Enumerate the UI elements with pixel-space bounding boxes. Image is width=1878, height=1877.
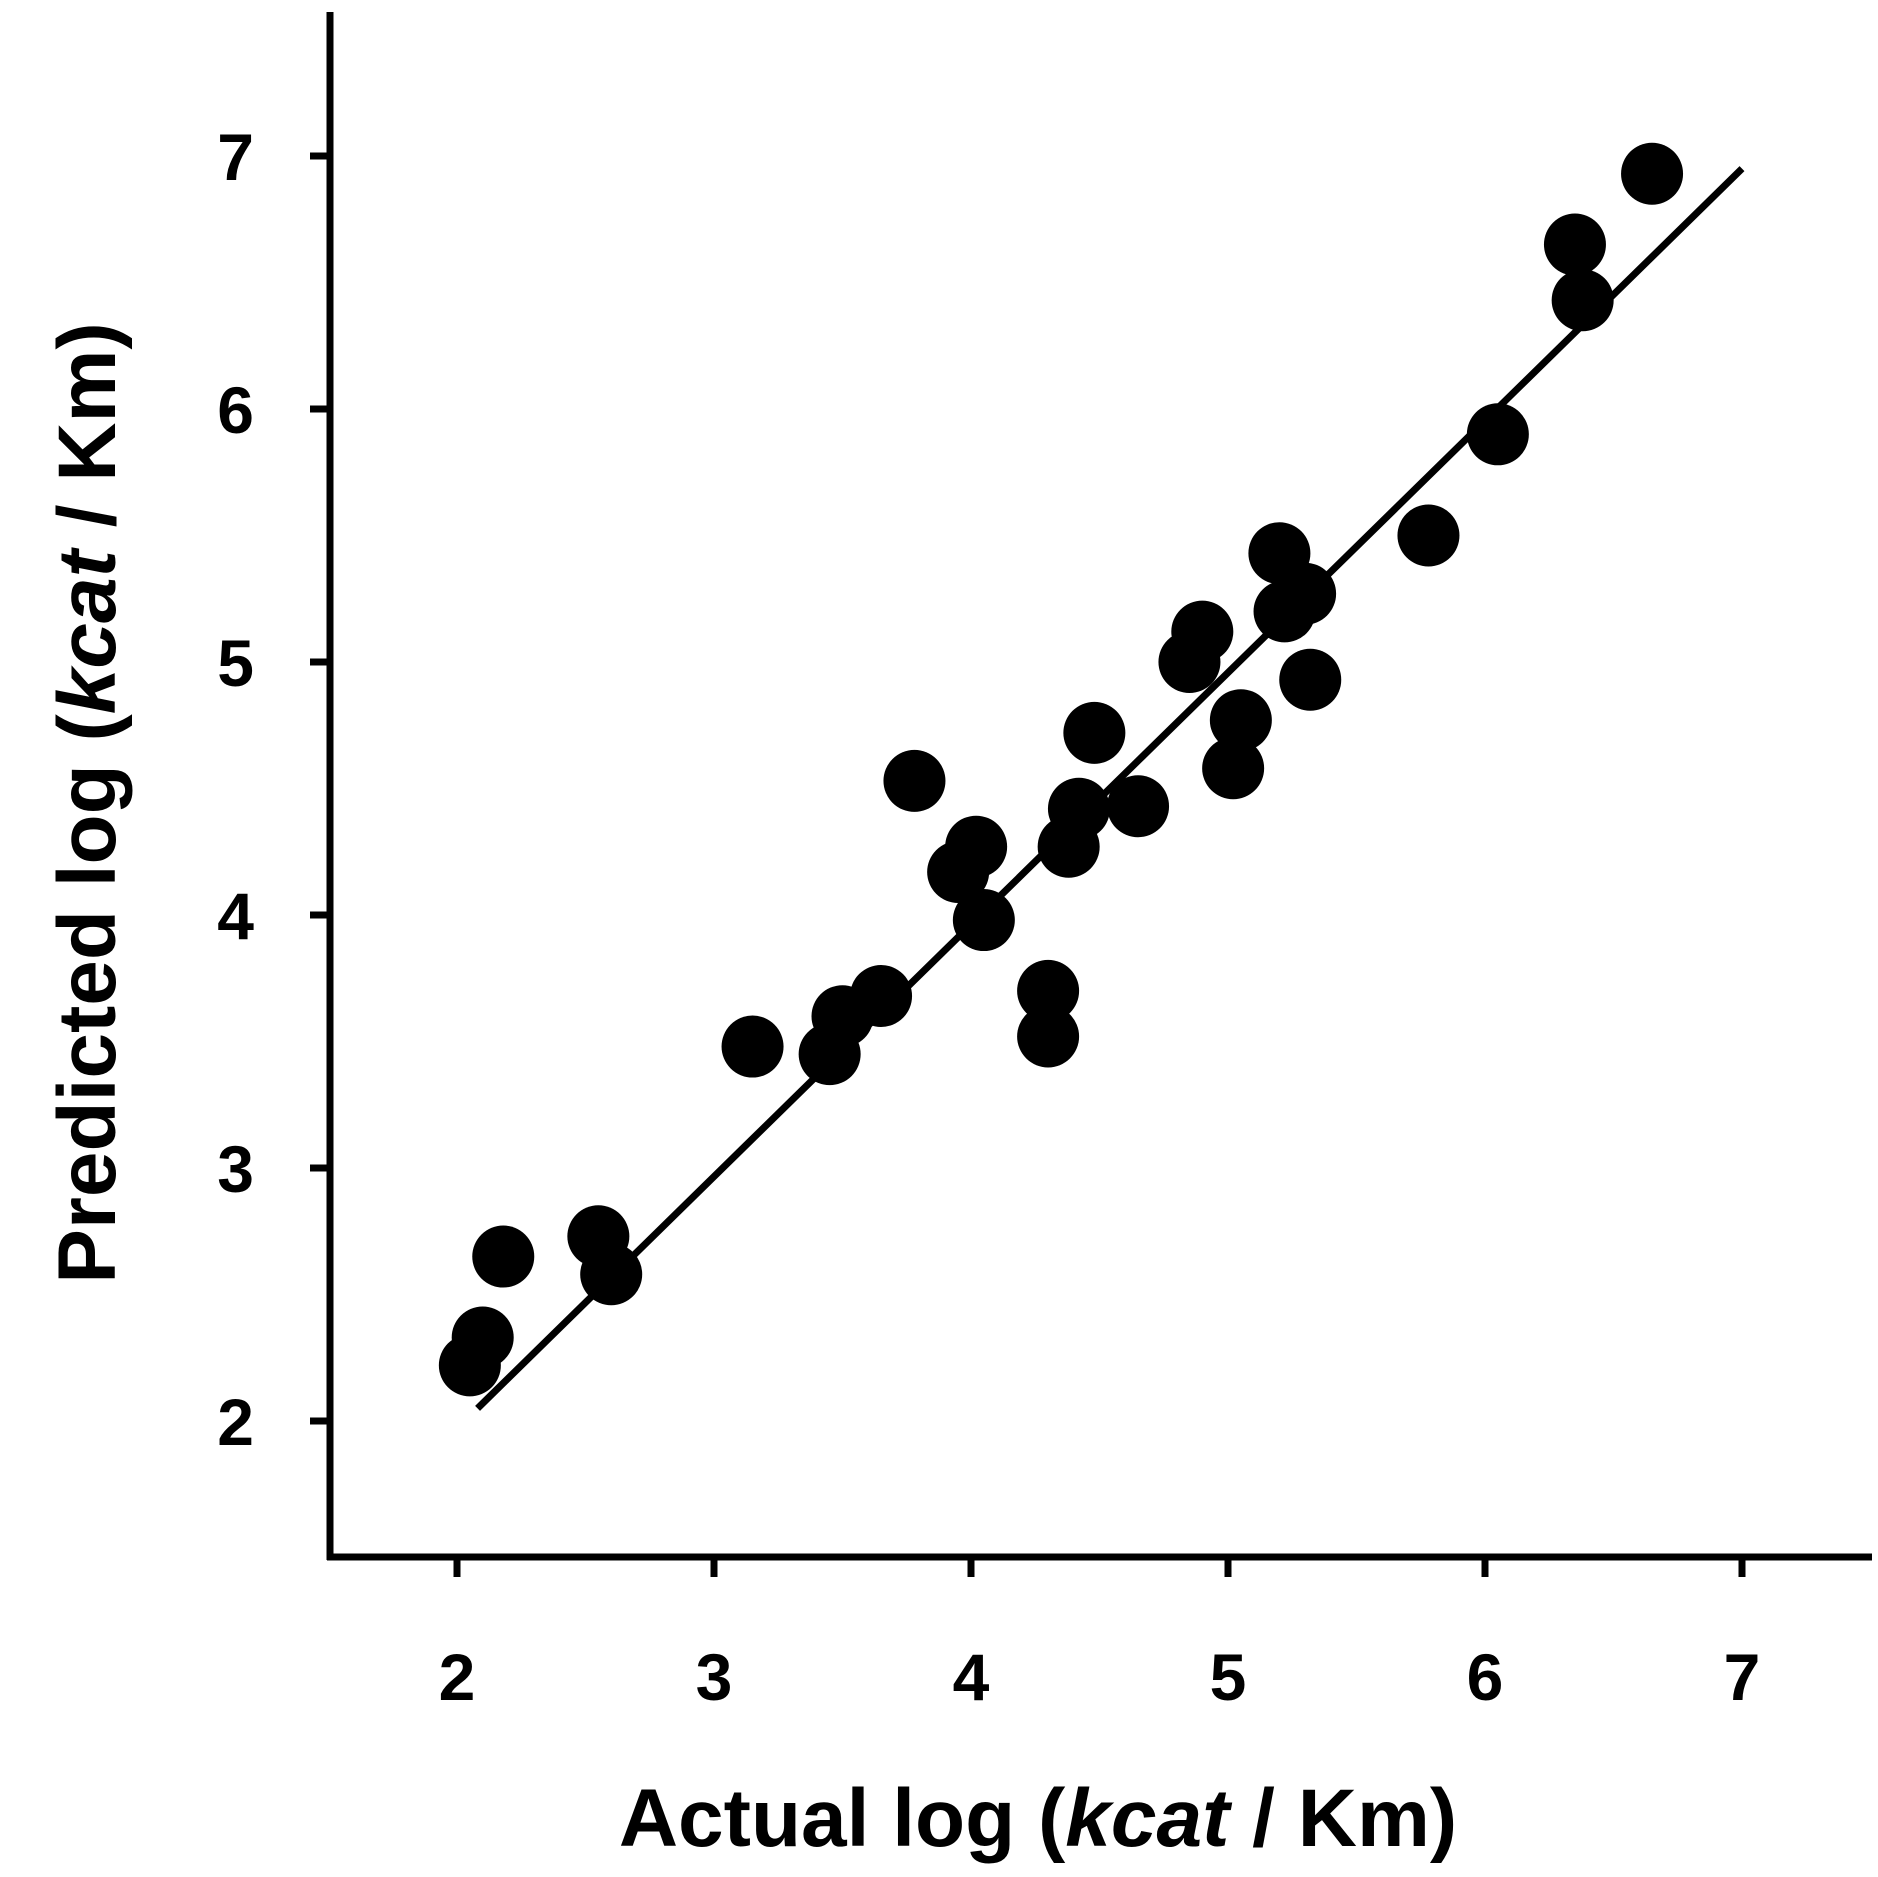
data-point	[883, 749, 946, 812]
x-tick-label: 2	[439, 1640, 476, 1714]
data-point	[1621, 142, 1684, 205]
data-point	[1209, 689, 1272, 752]
y-tick-label: 2	[217, 1385, 254, 1459]
data-points	[438, 142, 1684, 1397]
x-axis-title-suffix: / Km)	[1229, 1773, 1457, 1864]
x-tick-label: 4	[953, 1640, 990, 1714]
data-point	[1543, 213, 1606, 276]
data-point	[721, 1015, 784, 1078]
data-point	[1017, 1005, 1080, 1068]
data-point	[952, 889, 1015, 952]
y-tick-label: 6	[217, 373, 254, 447]
data-point	[1171, 600, 1234, 663]
y-axis-title-prefix: Predicted log (	[42, 714, 133, 1284]
data-point	[1397, 504, 1460, 567]
x-tick-label: 7	[1724, 1640, 1761, 1714]
x-axis-title-prefix: Actual log (	[619, 1773, 1066, 1864]
data-point	[1047, 777, 1110, 840]
x-axis-title: Actual log (kcat / Km)	[619, 1773, 1457, 1864]
data-point	[850, 964, 913, 1027]
axes	[326, 12, 1872, 1561]
data-point	[1466, 403, 1529, 466]
data-point	[580, 1243, 643, 1306]
data-point	[1017, 959, 1080, 1022]
y-tick-label: 5	[217, 626, 254, 700]
fit-line	[475, 166, 1745, 1411]
ticks: 2 3 4 5 6 7 2 3 4 5 6 7	[217, 120, 1760, 1714]
data-point	[1202, 737, 1265, 800]
data-point	[1551, 269, 1614, 332]
y-axis-title-italic: kcat	[42, 546, 133, 714]
data-point	[472, 1225, 535, 1288]
data-point	[451, 1306, 514, 1369]
x-tick-label: 3	[696, 1640, 733, 1714]
data-point	[1063, 701, 1126, 764]
x-axis-title-italic: kcat	[1065, 1773, 1233, 1864]
y-tick-label: 7	[217, 120, 254, 194]
y-tick-label: 4	[217, 879, 254, 953]
data-point	[1274, 562, 1337, 625]
data-point	[945, 815, 1008, 878]
regression-fit	[475, 166, 1745, 1411]
x-tick-label: 6	[1467, 1640, 1504, 1714]
y-axis-title: Predicted log (kcat / Km)	[42, 322, 133, 1283]
data-point	[1279, 648, 1342, 711]
data-point	[1107, 775, 1170, 838]
y-axis-title-suffix: / Km)	[42, 322, 133, 550]
y-tick-label: 3	[217, 1132, 254, 1206]
x-tick-label: 5	[1210, 1640, 1247, 1714]
